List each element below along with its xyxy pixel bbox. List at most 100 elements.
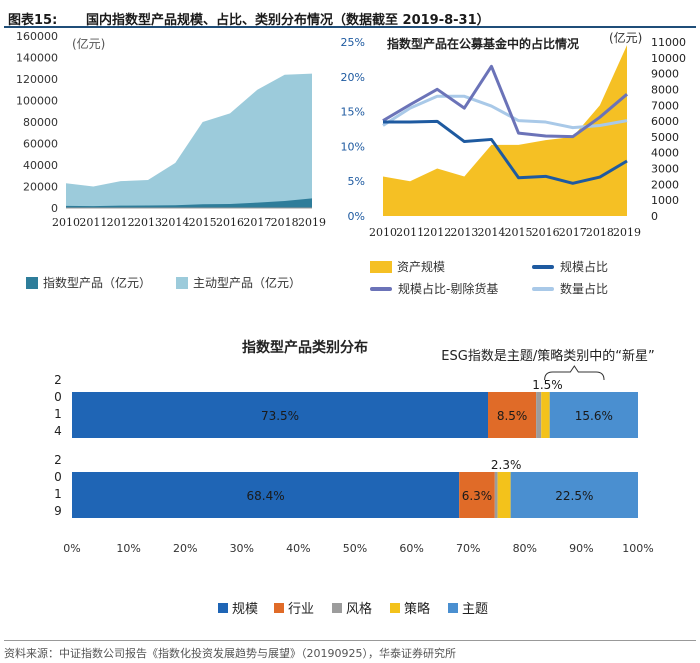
area-index-products	[66, 198, 312, 208]
y-left-tick-label: 5%	[348, 175, 365, 188]
bar-segment-规模	[72, 472, 460, 518]
y-right-tick-label: 4000	[651, 147, 679, 160]
bar-segment-主题	[549, 392, 638, 438]
x-tick-label: 2017	[243, 216, 271, 229]
legend-swatch-主题	[448, 603, 458, 613]
legend-scale-share: 规模占比	[532, 258, 608, 275]
x-tick-label: 30%	[230, 542, 254, 555]
bar-data-label: 73.5%	[261, 409, 299, 423]
area-asset-scale	[383, 45, 627, 216]
y-left-tick-label: 15%	[341, 106, 365, 119]
bar-data-label: 2.3%	[491, 458, 522, 472]
x-tick-label: 2013	[450, 226, 478, 239]
bar-segment-策略	[497, 472, 511, 518]
legend-swatch-index	[26, 276, 38, 289]
category-label-char: 9	[54, 504, 62, 518]
x-tick-label: 2019	[298, 216, 326, 229]
bar-data-label: 6.3%	[462, 489, 493, 503]
chart-title: 指数型产品类别分布	[242, 339, 368, 356]
legend-label-asset: 资产规模	[397, 260, 446, 274]
legend-label-ex-mmf: 规模占比-剔除货基	[398, 282, 499, 296]
legend-asset-scale: 资产规模	[370, 258, 445, 275]
y-right-tick-label: 7000	[651, 99, 679, 112]
x-tick-label: 2012	[423, 226, 451, 239]
legend-swatch-规模	[218, 603, 228, 613]
x-tick-label: 2017	[559, 226, 587, 239]
bar-segment-规模	[72, 392, 489, 438]
x-tick-label: 70%	[456, 542, 480, 555]
combo-chart-share: 0% 5% 10% 15% 20% 25% 0 1000 2000 3000 4000 5000 600…	[341, 30, 686, 239]
x-tick-label: 80%	[513, 542, 537, 555]
y-right-tick-label: 9000	[651, 68, 679, 81]
x-tick-label: 2016	[216, 216, 244, 229]
category-label-char: 2	[54, 453, 62, 467]
y-right-tick-label: 10000	[651, 52, 686, 65]
figure-label: 图表15:	[8, 13, 58, 28]
chart-title: 指数型产品在公募基金中的占比情况	[387, 36, 579, 51]
bar-segment-行业	[459, 472, 495, 518]
annotation-brace	[544, 365, 605, 381]
y-left-tick-label: 25%	[341, 36, 365, 49]
y-right-tick-label: 6000	[651, 115, 679, 128]
y-tick-label: 100000	[16, 95, 58, 108]
x-tick-label: 2014	[477, 226, 505, 239]
legend-scale-share-ex-mmf: 规模占比-剔除货基	[370, 280, 498, 297]
y-tick-label: 0	[51, 202, 58, 215]
x-tick-label: 90%	[569, 542, 593, 555]
legend-label-count-share: 数量占比	[560, 282, 609, 296]
category-label-char: 1	[54, 407, 62, 421]
legend-label-active: 主动型产品（亿元）	[193, 276, 302, 290]
legend-swatch-scale-share	[532, 264, 554, 269]
x-tick-label: 0%	[63, 542, 80, 555]
x-tick-label: 2013	[134, 216, 162, 229]
legend-swatch-asset	[370, 260, 392, 273]
x-tick-label: 2010	[369, 226, 397, 239]
x-tick-label: 2011	[79, 216, 107, 229]
category-label-char: 4	[54, 424, 62, 438]
source-note: 资料来源：中证指数公司报告《指数化投资发展趋势与展望》（20190925），华泰…	[4, 640, 696, 661]
stacked-bar-category: 指数型产品类别分布 2 0 1 4 73.5% 8.5% 1.5% 15.6% 2 0 1 9 68.4%…	[54, 339, 655, 617]
legend-label-策略: 策略	[404, 601, 430, 617]
legend-label-index: 指数型产品（亿元）	[43, 276, 152, 290]
bar-data-label: 15.6%	[575, 409, 613, 423]
y-tick-label: 40000	[23, 159, 58, 172]
y-right-tick-label: 8000	[651, 83, 679, 96]
annotation-esg: ESG指数是主题/策略类别中的“新星”	[441, 348, 654, 364]
y-right-tick-label: 1000	[651, 194, 679, 207]
legend-swatch-active	[176, 276, 188, 289]
x-tick-label: 2018	[271, 216, 299, 229]
legend-count-share: 数量占比	[532, 280, 608, 297]
y-tick-label: 120000	[16, 73, 58, 86]
x-tick-label: 2016	[532, 226, 560, 239]
y-left-tick-label: 0%	[348, 210, 365, 223]
legend-swatch-count-share	[532, 286, 554, 291]
bar-data-label: 22.5%	[555, 489, 593, 503]
y-right-tick-label: 5000	[651, 131, 679, 144]
y-left-tick-label: 10%	[341, 140, 365, 153]
line-scale-share	[383, 119, 628, 185]
figure-title-bar: 图表15: 国内指数型产品规模、占比、类别分布情况（数据截至 2019-8-31…	[4, 4, 696, 28]
legend-label-规模: 规模	[232, 602, 258, 617]
x-tick-label: 2012	[107, 216, 135, 229]
y-tick-label: 20000	[23, 181, 58, 194]
x-tick-label: 2010	[52, 216, 80, 229]
legend-active-products: 主动型产品（亿元）	[176, 274, 301, 291]
figure-title: 国内指数型产品规模、占比、类别分布情况（数据截至 2019-8-31）	[86, 13, 490, 28]
x-tick-label: 50%	[343, 542, 367, 555]
bar-segment-风格	[494, 472, 498, 518]
bar-segment-行业	[488, 392, 537, 438]
category-label-char: 0	[54, 390, 62, 404]
y-right-tick-label: 0	[651, 210, 658, 223]
y-right-tick-label: 2000	[651, 178, 679, 191]
category-label-char: 0	[54, 470, 62, 484]
bar-segment-主题	[510, 472, 638, 518]
legend-swatch-ex-mmf	[370, 286, 392, 291]
x-tick-label: 2019	[613, 226, 641, 239]
x-tick-label: 40%	[286, 542, 310, 555]
x-tick-label: 2014	[161, 216, 189, 229]
legend-swatch-策略	[390, 603, 400, 613]
right-unit-label: (亿元)	[609, 30, 642, 45]
legend-label-行业: 行业	[288, 602, 314, 617]
x-tick-label: 2011	[396, 226, 424, 239]
x-tick-label: 2015	[189, 216, 217, 229]
